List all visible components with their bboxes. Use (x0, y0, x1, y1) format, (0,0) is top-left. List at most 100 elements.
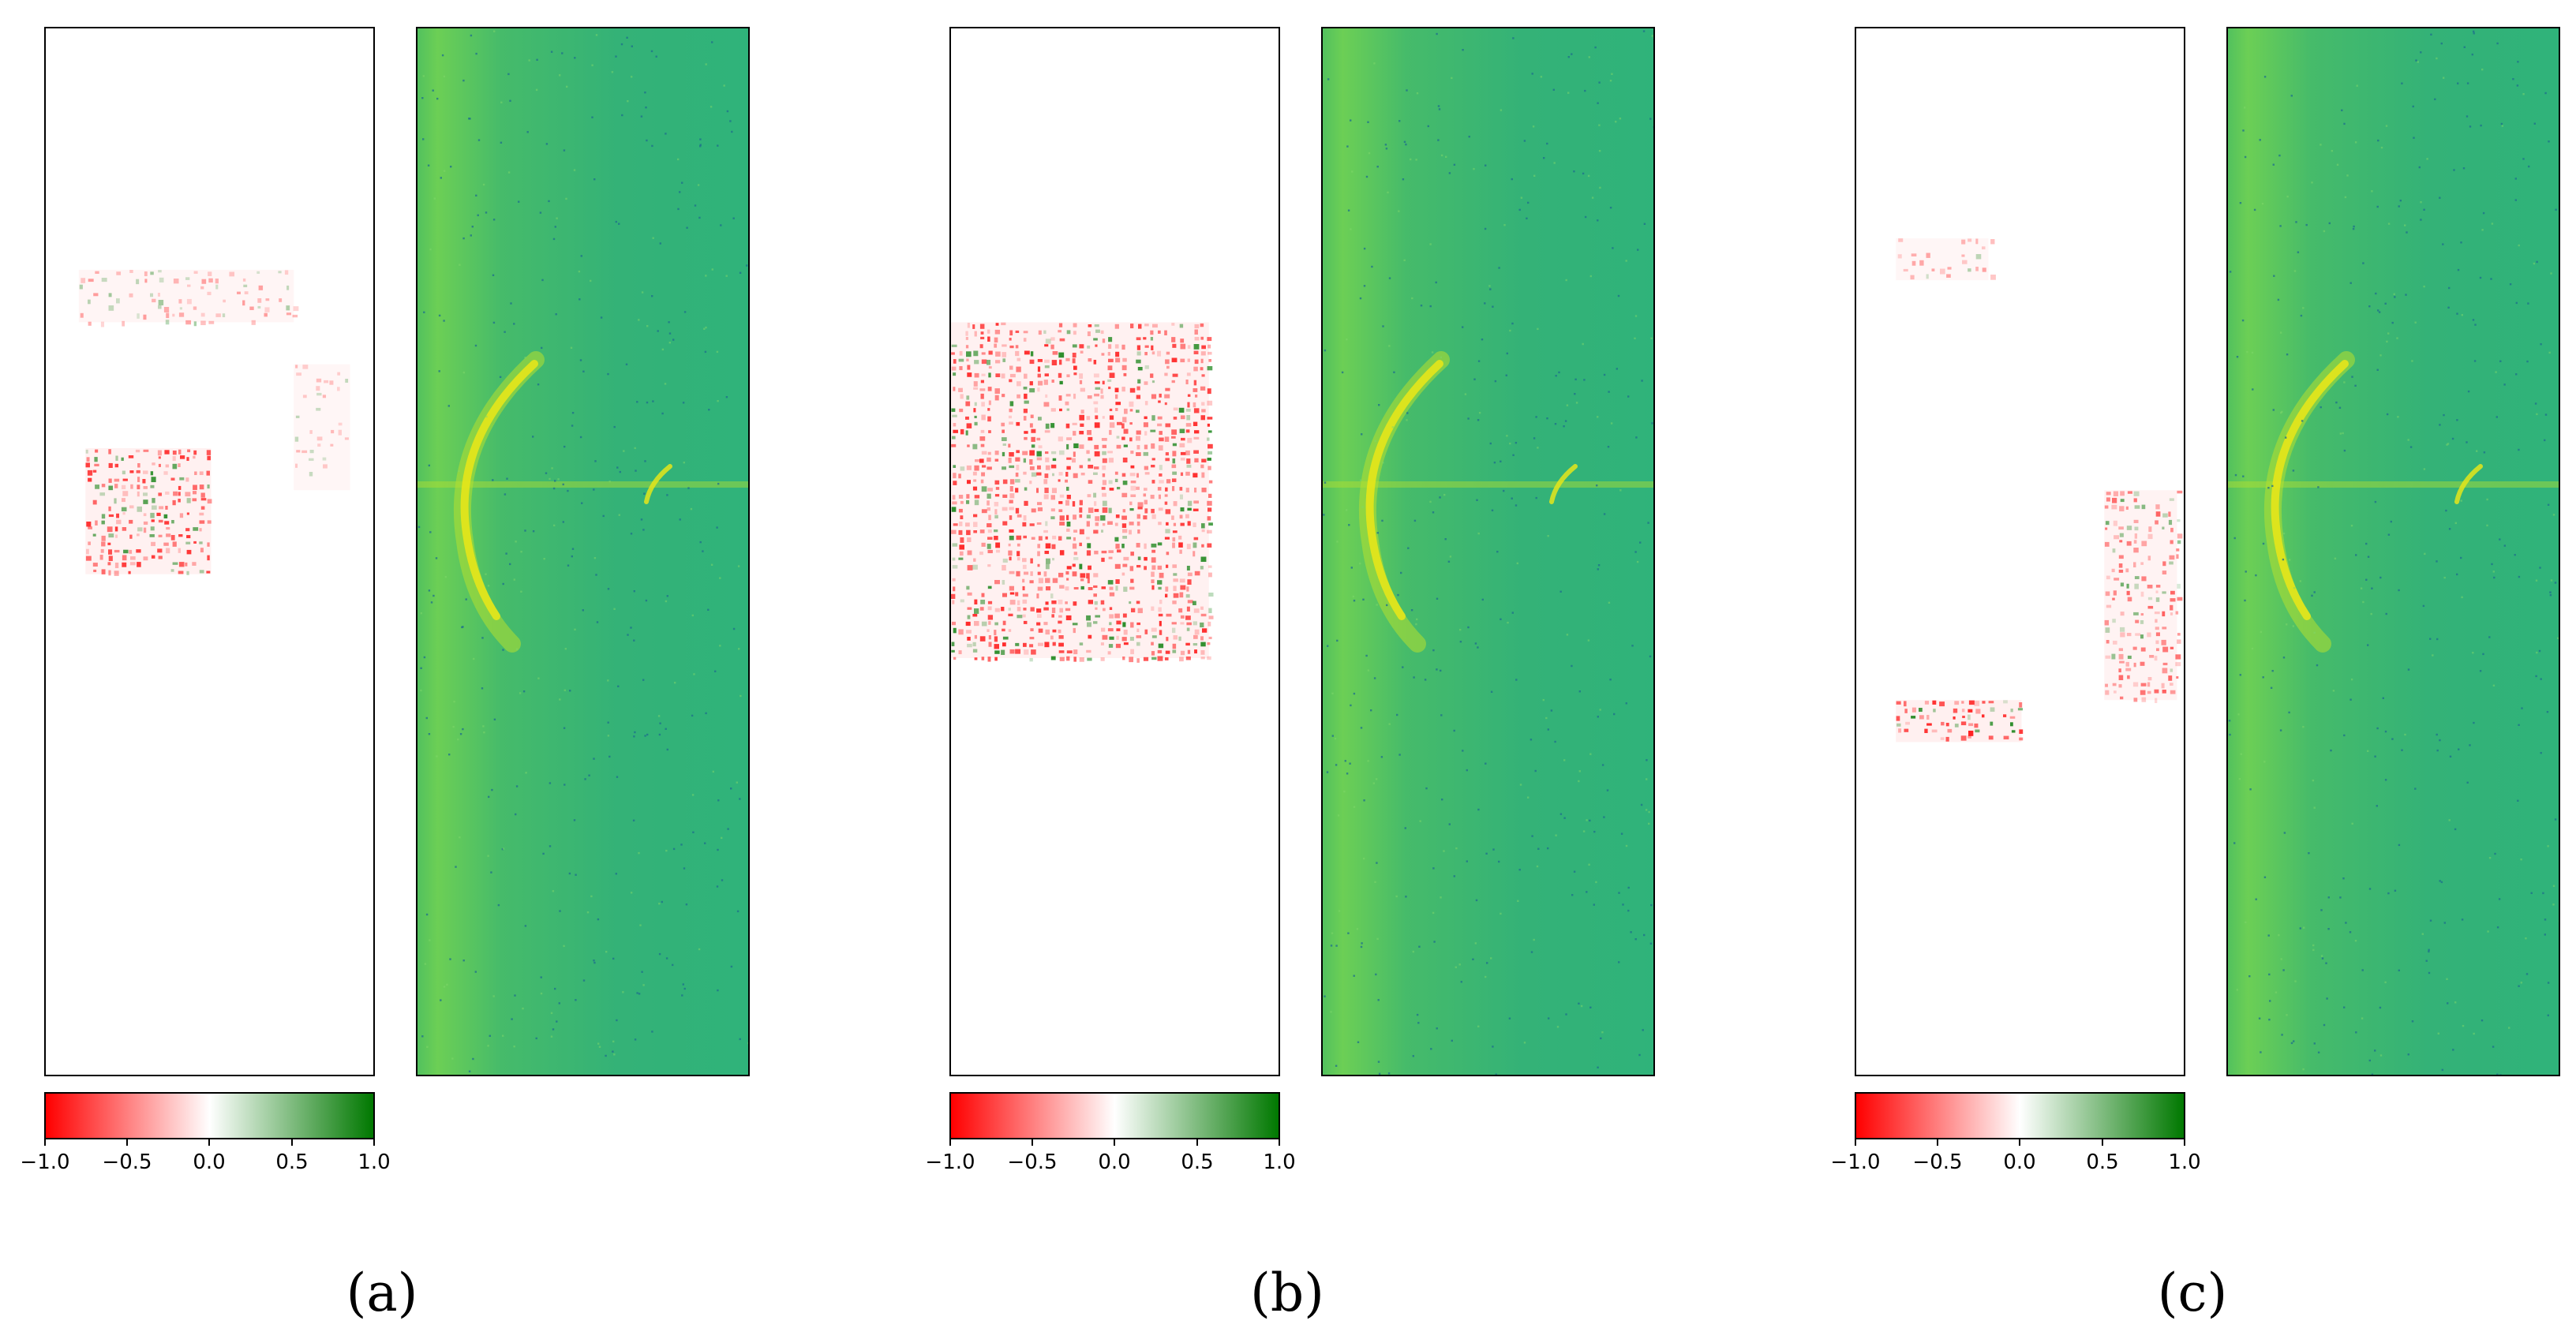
spectrogram-speckle (2248, 975, 2251, 978)
attribution-cell (1144, 352, 1148, 356)
attribution-cell (178, 492, 181, 496)
attribution-cell (143, 470, 148, 474)
attribution-cell (1130, 578, 1134, 583)
attribution-cell (1200, 613, 1207, 617)
attribution-cell (1108, 480, 1113, 484)
spectrogram-speckle (1376, 937, 1379, 941)
attribution-cell (331, 429, 335, 434)
spectrogram-speckle (482, 183, 485, 186)
spectrogram-speckle (2280, 958, 2282, 960)
spectrogram-speckle (2472, 652, 2474, 654)
spectrogram-speckle (515, 785, 519, 787)
attribution-cell (982, 465, 987, 468)
attribution-cell (1059, 515, 1065, 521)
attribution-cell (1022, 564, 1027, 570)
attribution-cell (1136, 436, 1140, 441)
spectrogram-speckle (682, 402, 685, 404)
attribution-cell (1023, 515, 1027, 521)
attribution-cell (973, 350, 979, 357)
attribution-cell (952, 501, 957, 505)
attribution-cell (952, 600, 955, 604)
attribution-cell (316, 392, 322, 396)
attribution-cell (1043, 607, 1049, 611)
attribution-cell (1130, 481, 1136, 484)
attribution-cell (1050, 464, 1057, 469)
attribution-cell (2010, 709, 2013, 713)
attribution-cell (345, 379, 349, 383)
attribution-cell (1079, 444, 1084, 449)
attribution-cell (1194, 329, 1198, 335)
attribution-cell (136, 279, 140, 285)
attribution-cell (200, 286, 204, 290)
attribution-cell (1058, 650, 1065, 653)
spectrogram-speckle (2394, 296, 2396, 298)
attribution-cell (1009, 585, 1014, 591)
spectrogram-speckle (1436, 1027, 1438, 1030)
spectrogram-speckle (2456, 419, 2458, 421)
attribution-cell (987, 606, 992, 611)
spectrogram-speckle (567, 564, 570, 567)
spectrogram-speckle (551, 467, 553, 469)
attribution-cell (1121, 637, 1127, 642)
spectrogram-speckle (2481, 68, 2484, 71)
spectrogram-speckle (1413, 519, 1417, 522)
attribution-cell (1975, 729, 1980, 733)
spectrogram-speckle (686, 226, 688, 229)
spectrogram-speckle (683, 867, 686, 870)
spectrogram-speckle (659, 242, 661, 245)
spectrogram-speckle (1649, 655, 1652, 658)
attribution-cell (1137, 608, 1143, 614)
spectrogram-speckle (1347, 209, 1350, 211)
attribution-cell (186, 535, 191, 539)
spectrogram-speckle (646, 325, 649, 327)
attribution-patch (85, 448, 212, 574)
attribution-cell (1180, 339, 1185, 343)
spectrogram-speckle (1495, 1073, 1497, 1075)
attribution-cell (2133, 540, 2137, 544)
attribution-cell (1180, 522, 1185, 526)
attribution-cell (1094, 451, 1100, 457)
attribution-cell (1151, 571, 1155, 578)
spectrogram-speckle (2245, 570, 2247, 573)
attribution-cell (1059, 608, 1064, 613)
attribution-cell (2177, 597, 2183, 601)
attribution-cell (980, 393, 984, 399)
spectrogram-speckle (2275, 991, 2278, 993)
spectrogram-speckle (691, 714, 694, 717)
attribution-cell (200, 498, 207, 501)
spectrogram-speckle (2448, 819, 2451, 821)
attribution-cell (1038, 536, 1043, 541)
attribution-cell (1187, 600, 1193, 604)
attribution-cell (286, 312, 291, 316)
spectrogram-speckle (520, 590, 522, 593)
spectrogram-speckle (2515, 301, 2518, 305)
spectrogram-speckle (481, 687, 484, 690)
attribution-cell (122, 470, 126, 475)
attribution-cell (2176, 554, 2179, 559)
spectrogram-speckle (2367, 644, 2369, 646)
attribution-cell (1180, 343, 1186, 350)
spectrogram-speckle (690, 507, 693, 511)
spectrogram-speckle (641, 291, 644, 294)
attribution-cell (967, 607, 972, 610)
spectrogram-speckle (2251, 351, 2254, 354)
attribution-cell (1129, 473, 1136, 477)
attribution-cell (1171, 436, 1176, 439)
attribution-cell (1173, 578, 1178, 582)
attribution-cell (1158, 400, 1161, 403)
colorbar-ticks: −1.0 −0.5 0.0 0.5 1.0 (20, 1139, 391, 1174)
spectrogram-speckle (475, 52, 477, 55)
attribution-cell (1194, 324, 1200, 329)
spectrogram-speckle (2353, 225, 2355, 228)
attribution-cell (1159, 620, 1162, 627)
attribution-cell (158, 556, 163, 559)
attribution-cell (1136, 514, 1141, 519)
attribution-cell (1137, 529, 1140, 534)
attribution-cell (296, 372, 302, 376)
attribution-cell (178, 570, 184, 574)
attribution-cell (143, 449, 149, 452)
attribution-cell (186, 512, 189, 515)
spectrogram-speckle (426, 1046, 429, 1048)
attribution-cell (1208, 451, 1213, 455)
spectrogram-speckle (1361, 506, 1364, 508)
